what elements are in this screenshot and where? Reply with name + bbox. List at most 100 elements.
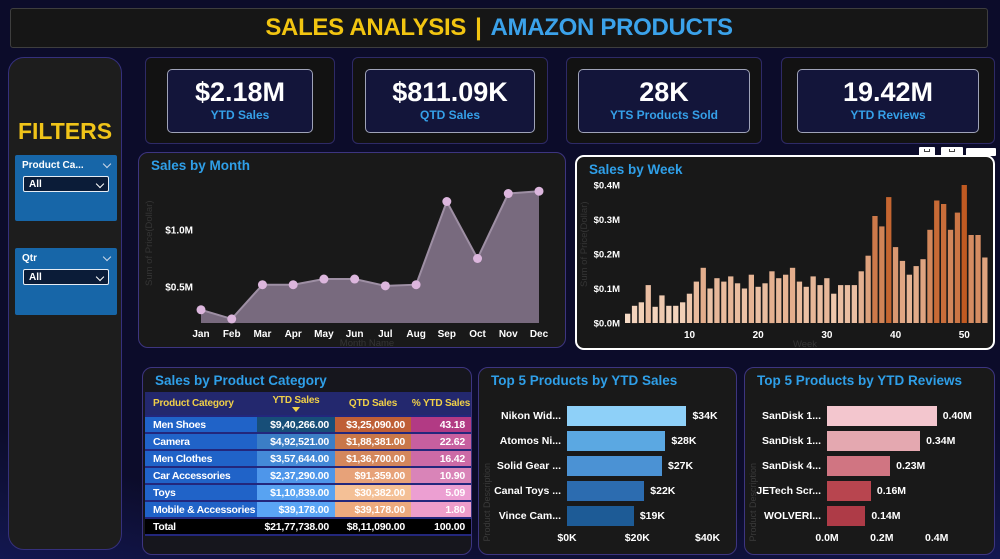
week-bar[interactable] <box>789 267 796 323</box>
table-cell[interactable]: 16.42 <box>411 451 471 468</box>
table-cell[interactable]: $9,40,266.00 <box>257 417 335 434</box>
data-point-marker[interactable] <box>380 281 390 291</box>
table-cell[interactable]: 10.90 <box>411 468 471 485</box>
week-bar[interactable] <box>913 266 919 323</box>
week-bar[interactable] <box>927 229 933 323</box>
table-cell[interactable]: $21,77,738.00 <box>257 519 335 536</box>
bar[interactable] <box>827 431 921 451</box>
table-cell[interactable]: Mobile & Accessories <box>145 502 257 519</box>
data-point-marker[interactable] <box>350 274 360 284</box>
bar[interactable] <box>567 481 645 501</box>
week-bar[interactable] <box>645 285 651 323</box>
table-cell[interactable]: $8,11,090.00 <box>335 519 411 536</box>
table-cell[interactable]: Car Accessories <box>145 468 257 485</box>
week-bar[interactable] <box>721 281 727 323</box>
data-point-marker[interactable] <box>196 305 206 315</box>
week-bar[interactable] <box>810 276 816 323</box>
bar[interactable] <box>827 481 871 501</box>
week-bar[interactable] <box>652 306 658 323</box>
week-bar[interactable] <box>776 278 782 323</box>
week-bar[interactable] <box>693 281 699 323</box>
week-bar[interactable] <box>968 235 974 323</box>
week-bar[interactable] <box>872 216 878 323</box>
week-bar[interactable] <box>941 204 947 323</box>
week-bar[interactable] <box>638 302 644 323</box>
week-bar[interactable] <box>899 260 906 323</box>
week-bar[interactable] <box>796 281 803 323</box>
bar[interactable] <box>567 431 666 451</box>
week-bar[interactable] <box>783 274 789 323</box>
week-bar[interactable] <box>686 293 693 323</box>
week-bar[interactable] <box>954 212 961 323</box>
chevron-down-icon[interactable] <box>102 252 112 262</box>
bar[interactable] <box>567 406 687 426</box>
column-header[interactable]: YTD Sales <box>257 392 335 417</box>
table-cell[interactable]: $2,37,290.00 <box>257 468 335 485</box>
week-bar[interactable] <box>920 259 926 323</box>
focus-mode-icon[interactable] <box>941 147 963 156</box>
table-cell[interactable]: Toys <box>145 485 257 502</box>
week-bar[interactable] <box>851 285 857 323</box>
data-point-marker[interactable] <box>257 280 267 290</box>
week-bar[interactable] <box>934 200 940 324</box>
week-bar[interactable] <box>844 285 851 323</box>
week-bar[interactable] <box>838 285 844 323</box>
week-bar[interactable] <box>673 305 679 324</box>
table-cell[interactable]: Total <box>145 519 257 536</box>
week-bar[interactable] <box>680 302 686 323</box>
column-header[interactable]: Product Category <box>145 392 257 417</box>
week-bar[interactable] <box>748 274 754 323</box>
week-bar[interactable] <box>892 247 899 323</box>
chevron-down-icon[interactable] <box>102 159 112 169</box>
table-cell[interactable]: $3,57,644.00 <box>257 451 335 468</box>
data-point-marker[interactable] <box>411 280 421 290</box>
table-cell[interactable]: $1,10,839.00 <box>257 485 335 502</box>
week-bar[interactable] <box>707 288 713 324</box>
week-bar[interactable] <box>824 278 830 323</box>
week-bar[interactable] <box>803 286 809 323</box>
bar[interactable] <box>567 456 662 476</box>
data-point-marker[interactable] <box>288 280 298 290</box>
table-cell[interactable]: $1,88,381.00 <box>335 434 411 451</box>
week-bar[interactable] <box>700 267 706 323</box>
table-cell[interactable]: $30,382.00 <box>335 485 411 502</box>
week-bar[interactable] <box>714 278 720 323</box>
week-bar[interactable] <box>961 185 967 323</box>
week-bar[interactable] <box>625 313 631 323</box>
table-cell[interactable]: 43.18 <box>411 417 471 434</box>
data-point-marker[interactable] <box>442 197 452 206</box>
week-bar[interactable] <box>762 283 768 323</box>
bar[interactable] <box>827 406 937 426</box>
week-bar[interactable] <box>906 274 912 323</box>
week-bar[interactable] <box>666 305 672 324</box>
table-cell[interactable]: Camera <box>145 434 257 451</box>
qtr-dropdown[interactable]: All <box>23 269 109 285</box>
table-cell[interactable]: 1.80 <box>411 502 471 519</box>
table-cell[interactable]: $3,25,090.00 <box>335 417 411 434</box>
bar[interactable] <box>567 506 634 526</box>
week-bar[interactable] <box>728 276 734 323</box>
week-bar[interactable] <box>947 229 954 323</box>
week-bar[interactable] <box>865 255 871 323</box>
table-cell[interactable]: Men Clothes <box>145 451 257 468</box>
product-category-dropdown[interactable]: All <box>23 176 109 192</box>
week-bar[interactable] <box>769 271 775 324</box>
filter-icon[interactable] <box>919 147 935 156</box>
table-cell[interactable]: 5.09 <box>411 485 471 502</box>
week-bar[interactable] <box>734 283 741 323</box>
table-cell[interactable]: $39,178.00 <box>335 502 411 519</box>
bar[interactable] <box>827 456 891 476</box>
table-cell[interactable]: $39,178.00 <box>257 502 335 519</box>
week-bar[interactable] <box>631 305 638 324</box>
data-point-marker[interactable] <box>319 274 329 284</box>
week-bar[interactable] <box>879 226 885 323</box>
week-bar[interactable] <box>741 288 748 324</box>
week-bar[interactable] <box>817 285 823 323</box>
table-cell[interactable]: $91,359.00 <box>335 468 411 485</box>
week-bar[interactable] <box>659 295 665 323</box>
data-point-marker[interactable] <box>534 186 544 196</box>
table-cell[interactable]: 22.62 <box>411 434 471 451</box>
week-bar[interactable] <box>831 293 837 323</box>
week-bar[interactable] <box>975 235 981 323</box>
bar[interactable] <box>827 506 866 526</box>
